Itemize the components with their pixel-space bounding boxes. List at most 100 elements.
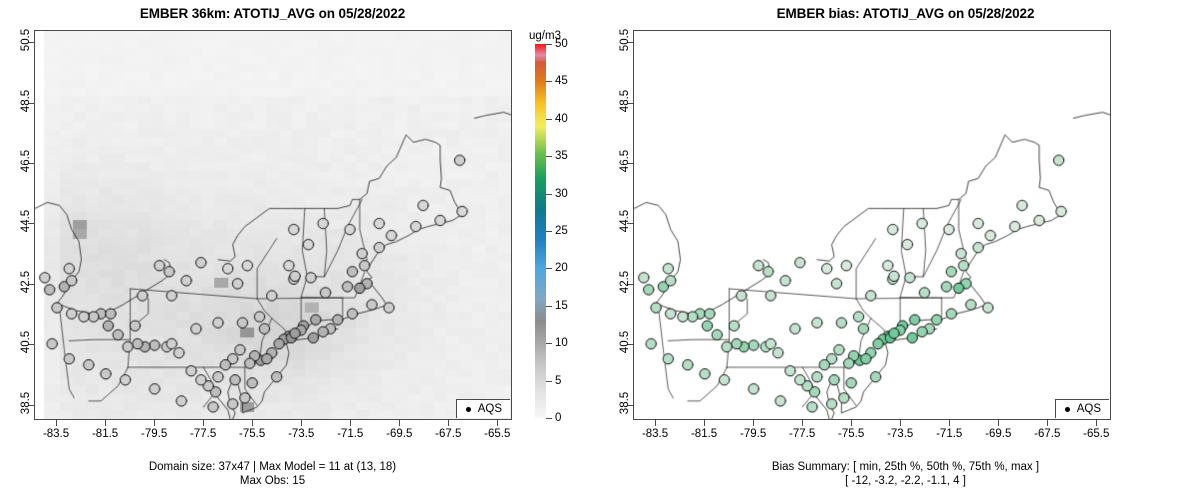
y-tick-label: 48.5 [20,89,32,112]
y-tick [627,344,633,346]
aqs-legend-label: AQS [477,403,502,415]
y-tick-label: 44.5 [20,210,32,233]
x-tick-label: -77.5 [789,428,816,440]
aqs-legend-model: AQS [455,399,510,418]
y-tick [28,223,34,225]
colorbar-tick-label: 30 [555,187,568,200]
x-tick-label: -71.5 [337,428,364,440]
y-tick [28,42,34,44]
x-tick-label: -79.5 [141,428,168,440]
x-tick [949,420,951,426]
x-tick-label: -83.5 [42,428,70,440]
x-tick-label: -77.5 [190,428,217,440]
x-tick-label: -69.5 [386,428,413,440]
colorbar-tick [546,156,552,158]
x-tick [655,420,657,426]
colorbar-tick-label: 45 [555,75,568,88]
x-tick [301,420,303,426]
colorbar-tick [546,193,552,195]
y-tick [627,283,633,285]
x-tick [350,420,352,426]
x-tick [105,420,107,426]
caption-bias-summary-values: [ -12, -3.2, -2.2, -1.1, 4 ] [845,475,966,487]
x-tick-label: -81.5 [91,428,119,440]
x-tick-label: -65.5 [484,428,511,440]
colorbar-tick-label: 35 [555,150,568,163]
colorbar-tick [546,380,552,382]
caption-domain-size: Domain size: 37x47 | Max Model = 11 at (… [148,461,397,473]
colorbar-tick [546,231,552,232]
y-tick-label: 50.5 [619,28,631,52]
x-tick [448,420,450,426]
x-tick [704,420,706,426]
y-tick-label: 46.5 [20,149,32,173]
aqs-legend-label: AQS [1076,403,1101,415]
x-tick-label: -71.5 [936,428,963,440]
x-tick [1047,420,1049,426]
x-tick-label: -83.5 [641,428,669,440]
colorbar-tick-label: 25 [555,225,568,237]
x-tick [56,420,58,426]
y-tick [28,344,34,346]
colorbar-unit-model: ug/m3 [529,30,561,42]
map-canvas-model [35,31,511,419]
colorbar-tick [546,343,552,345]
x-tick-label: -75.5 [838,428,865,440]
x-tick [154,420,156,426]
map-plot-bias[interactable]: AQS [633,30,1111,420]
colorbar-tick-label: 5 [555,374,562,387]
caption-max-obs: Max Obs: 15 [239,475,306,487]
y-tick-label: 50.5 [20,28,32,52]
x-tick [399,420,401,426]
x-tick [497,420,499,426]
y-tick [28,404,34,406]
x-tick [900,420,902,426]
x-tick-label: -81.5 [690,428,718,440]
y-tick [627,404,633,406]
aqs-legend-bias: AQS [1054,399,1109,418]
colorbar-tick [546,305,552,307]
panel-bias: EMBER bias: ATOTIJ_AVG on 05/28/2022 AQS… [600,0,1200,502]
aqs-dot-icon [465,406,471,412]
map-plot-model[interactable]: AQS [34,30,512,420]
colorbar-tick-label: 0 [555,412,562,424]
y-tick [627,42,633,44]
y-tick-label: 40.5 [619,331,631,354]
aqs-dot-icon [1064,406,1070,412]
x-tick [753,420,755,426]
y-tick-label: 40.5 [20,331,32,354]
x-tick-label: -67.5 [1034,428,1061,440]
colorbar-tick [546,418,552,419]
x-tick-label: -69.5 [985,428,1012,440]
y-tick [28,283,34,285]
colorbar-tick-label: 15 [555,299,568,312]
page-title-model: EMBER 36km: ATOTIJ_AVG on 05/28/2022 [139,6,406,21]
x-tick-label: -73.5 [887,428,914,440]
y-tick [627,102,633,104]
y-tick-label: 38.5 [619,391,631,415]
x-tick-label: -67.5 [435,428,462,440]
page-title-bias: EMBER bias: ATOTIJ_AVG on 05/28/2022 [776,6,1035,21]
y-tick-label: 44.5 [619,210,631,233]
x-tick [802,420,804,426]
map-canvas-bias [634,31,1110,419]
x-tick-label: -75.5 [239,428,266,440]
panel-model: EMBER 36km: ATOTIJ_AVG on 05/28/2022 AQS… [20,6,568,487]
colorbar-tick-label: 40 [555,112,568,125]
colorbar-tick [546,118,552,120]
y-tick [627,223,633,225]
colorbar-tick [546,44,552,45]
colorbar-gradient-model [535,44,546,418]
x-tick [1096,420,1098,426]
y-tick-label: 48.5 [619,89,631,112]
colorbar-tick-label: 20 [555,262,568,275]
x-tick-label: -65.5 [1083,428,1110,440]
x-tick [851,420,853,426]
x-tick-label: -73.5 [288,428,315,440]
y-tick [28,102,34,104]
y-tick-label: 38.5 [20,391,32,415]
x-tick [203,420,205,426]
y-tick-label: 46.5 [619,149,631,173]
colorbar-tick [546,81,552,83]
x-tick [252,420,254,426]
